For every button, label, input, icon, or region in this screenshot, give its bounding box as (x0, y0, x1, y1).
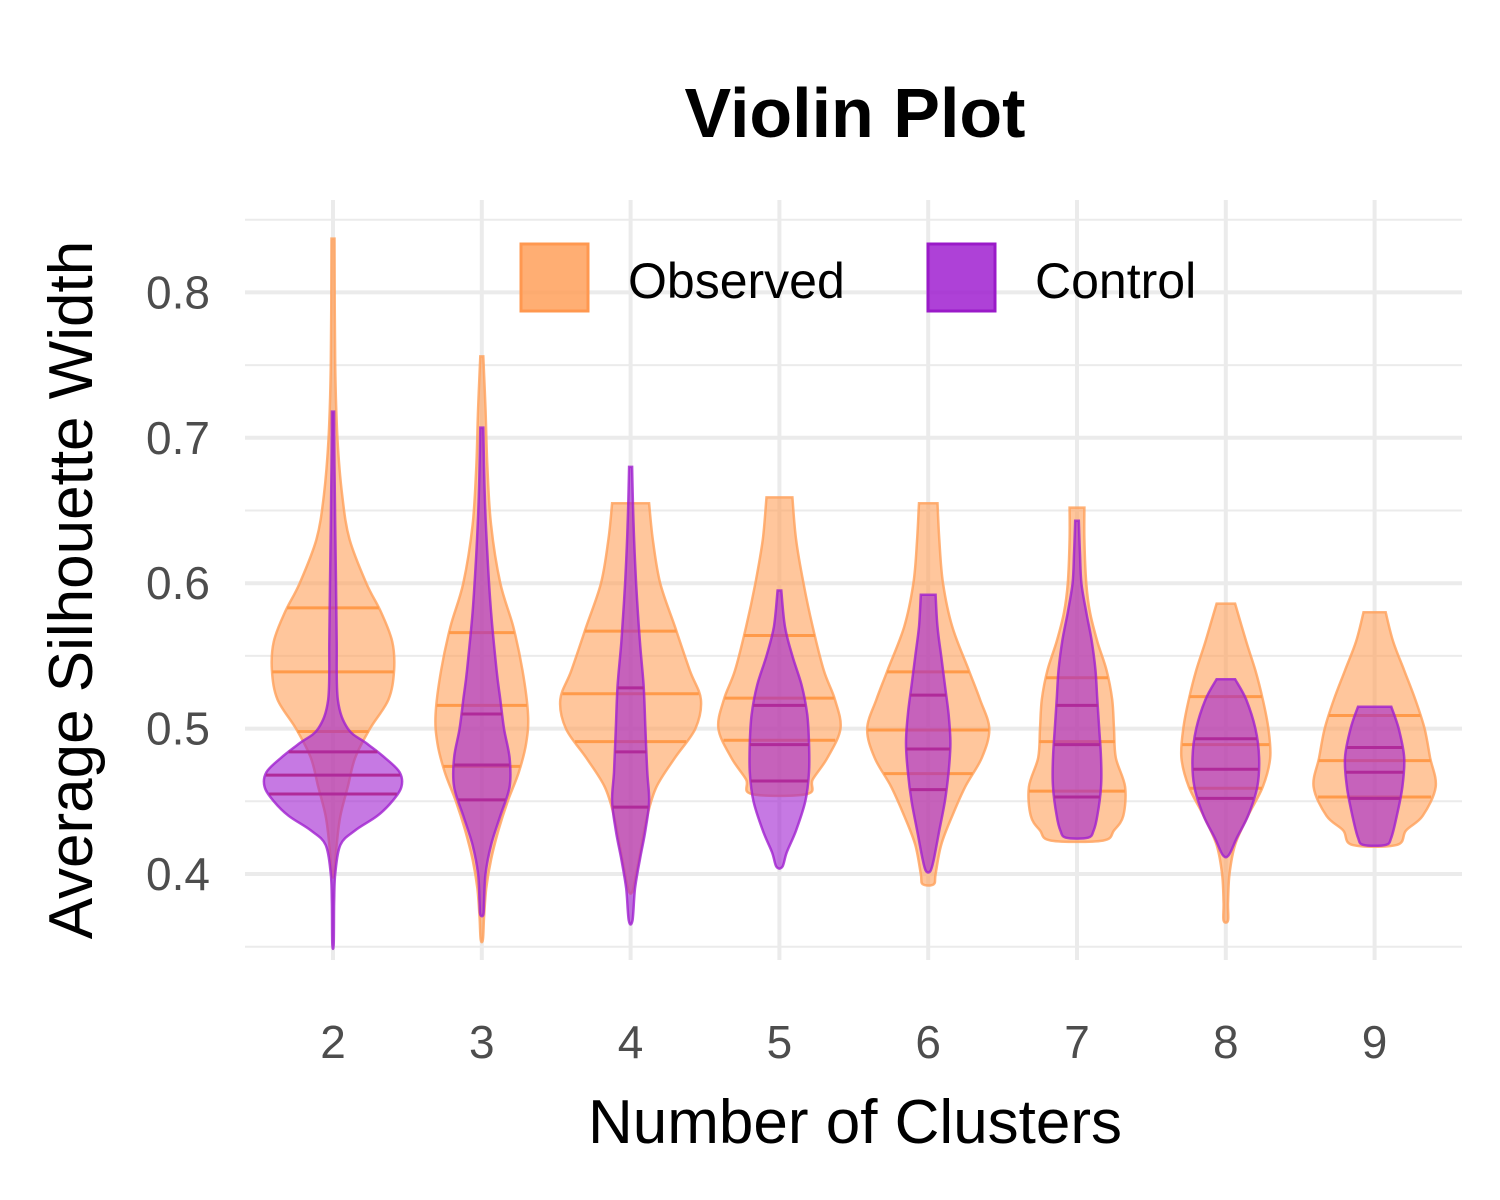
series-control (262, 410, 1406, 951)
legend: Observed Control (519, 242, 1196, 313)
y-tick-label-1: 0.5 (146, 703, 210, 755)
violin-control-6 (904, 593, 952, 874)
y-tick-labels: 0.4 0.5 0.6 0.7 0.8 (146, 266, 210, 900)
legend-label-control: Control (1035, 253, 1196, 309)
violin-control-9 (1343, 705, 1406, 848)
violin-control-2 (262, 410, 404, 951)
x-tick-label-3: 3 (469, 1016, 495, 1068)
x-tick-label-5: 5 (767, 1016, 793, 1068)
x-axis-title: Number of Clusters (588, 1088, 1122, 1157)
x-tick-label-8: 8 (1213, 1016, 1239, 1068)
y-tick-label-4: 0.8 (146, 266, 210, 318)
y-tick-label-0: 0.4 (146, 848, 210, 900)
x-tick-label-7: 7 (1064, 1016, 1090, 1068)
y-tick-label-2: 0.6 (146, 557, 210, 609)
y-tick-label-3: 0.7 (146, 412, 210, 464)
x-tick-label-2: 2 (320, 1016, 346, 1068)
violin-control-7 (1051, 519, 1103, 840)
x-tick-label-9: 9 (1362, 1016, 1388, 1068)
x-tick-label-4: 4 (618, 1016, 644, 1068)
violins (262, 237, 1438, 951)
violin-control-5 (748, 589, 811, 870)
violin-control-3 (451, 426, 512, 918)
x-tick-labels: 2 3 4 5 6 7 8 9 (320, 1016, 1387, 1068)
violin-control-4 (610, 465, 651, 926)
legend-swatch-observed (519, 242, 590, 313)
chart-title: Violin Plot (685, 74, 1026, 152)
x-tick-label-6: 6 (915, 1016, 941, 1068)
legend-label-observed: Observed (628, 253, 845, 309)
legend-swatch-control (926, 242, 997, 313)
y-axis-title: Average Silhouette Width (37, 241, 106, 940)
